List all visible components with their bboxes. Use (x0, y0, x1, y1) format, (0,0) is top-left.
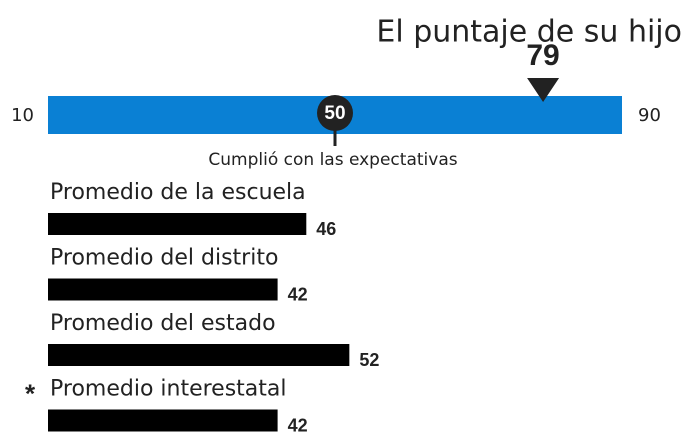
comparison-bar (48, 213, 307, 235)
comparison-label: Promedio de la escuela (50, 180, 306, 205)
benchmark-marker (317, 95, 353, 131)
comparison-value: 42 (288, 415, 308, 435)
comparison-bar (48, 344, 350, 366)
comparison-label: Promedio del distrito (50, 246, 278, 271)
title: El puntaje de su hijo (376, 15, 682, 50)
scale-end-label: 10 (11, 105, 34, 126)
comparison-label: Promedio interestatal (50, 377, 287, 402)
comparison-value: 42 (288, 284, 308, 304)
score-marker (527, 78, 560, 102)
scale-end-label: 90 (638, 105, 661, 126)
footnote-marker: * (25, 378, 36, 408)
comparison-label: Promedio del estado (50, 311, 276, 336)
comparison-value: 46 (316, 219, 336, 239)
comparison-bar (48, 409, 278, 432)
score-label: 79 (526, 39, 559, 72)
comparison-value: 52 (359, 350, 379, 370)
comparison-bar (48, 278, 278, 301)
benchmark-value: 50 (324, 103, 345, 124)
benchmark-label: Cumplió con las expectativas (208, 150, 457, 170)
